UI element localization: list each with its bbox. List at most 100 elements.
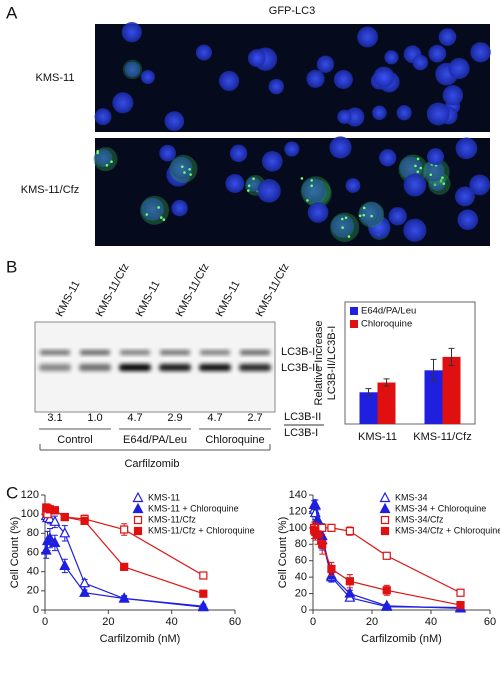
nucleus — [261, 150, 283, 172]
nucleus — [94, 149, 113, 168]
nucleus — [257, 179, 281, 203]
band — [160, 350, 190, 355]
ratio: 4.7 — [127, 412, 142, 424]
marker — [344, 587, 356, 598]
y-tick-label: 0 — [33, 604, 39, 616]
marker — [118, 592, 130, 603]
puncta — [160, 216, 163, 219]
puncta — [414, 164, 417, 168]
y-tick-label: 20 — [295, 587, 307, 599]
lane-label: KMS-11 — [214, 279, 243, 319]
y-tick-label: 40 — [27, 566, 39, 578]
puncta — [433, 183, 437, 186]
nucleus — [345, 178, 361, 193]
panel-label: A — [6, 3, 18, 22]
puncta — [344, 216, 348, 220]
nucleus — [94, 108, 112, 126]
band — [40, 350, 70, 355]
puncta — [247, 189, 250, 192]
band-label: LC3B-II — [281, 362, 318, 374]
legend-label: KMS-34 + Chloroquine — [395, 503, 486, 513]
marker — [327, 564, 336, 574]
legend-marker — [132, 491, 144, 503]
nucleus — [112, 92, 134, 114]
puncta — [157, 206, 160, 209]
nucleus — [457, 209, 479, 230]
nucleus — [396, 105, 412, 121]
marker — [312, 513, 324, 524]
x-tick-label: 0 — [310, 616, 316, 628]
x-tick-label: 60 — [229, 616, 241, 628]
image-title: GFP-LC3 — [269, 5, 315, 17]
legend-label: KMS-11/Cfz + Chloroquine — [148, 525, 255, 535]
band — [80, 350, 110, 355]
puncta — [188, 168, 191, 171]
band-label: LC3B-I — [281, 346, 315, 358]
band — [159, 364, 191, 371]
nucleus — [331, 214, 355, 238]
puncta — [110, 160, 113, 164]
lane-label: KMS-11/Cfz — [94, 262, 132, 319]
row-label: KMS-11 — [36, 72, 75, 84]
error-bar — [365, 388, 372, 397]
marker — [309, 498, 321, 509]
plot-frame — [344, 301, 476, 425]
legend-marker — [380, 526, 390, 536]
nucleus — [345, 107, 365, 127]
marker — [197, 600, 209, 612]
nucleus — [442, 85, 464, 106]
nucleus — [247, 49, 266, 67]
marker — [59, 527, 71, 538]
legend-marker — [379, 502, 391, 514]
y-tick-label: 80 — [295, 538, 307, 550]
marker — [327, 523, 336, 532]
nucleus — [448, 57, 470, 80]
nucleus — [329, 136, 352, 159]
band — [119, 364, 151, 371]
error-bar — [448, 347, 455, 366]
lane-label: KMS-11/Cfz — [174, 262, 212, 319]
y-tick-label: 100 — [289, 522, 307, 534]
nucleus — [218, 70, 240, 91]
marker — [79, 586, 91, 597]
panel-label: B — [6, 257, 17, 276]
puncta — [96, 149, 99, 153]
nucleus — [307, 202, 329, 223]
marker — [456, 600, 465, 610]
puncta — [347, 235, 351, 238]
puncta — [441, 176, 444, 179]
y-tick-label: 20 — [27, 585, 39, 597]
nucleus — [372, 105, 387, 121]
nucleus — [384, 50, 399, 65]
x-tick-label: KMS-11 — [358, 431, 397, 443]
x-tick-label: 40 — [425, 616, 437, 628]
marker — [49, 536, 61, 548]
nucleus — [229, 144, 248, 163]
lane-label: KMS-11 — [134, 279, 163, 319]
puncta — [180, 165, 184, 168]
x-tick-label: 40 — [166, 616, 178, 628]
puncta — [162, 218, 166, 222]
legend-marker — [380, 515, 390, 525]
puncta — [183, 171, 186, 174]
marker — [318, 540, 327, 549]
y-axis-label: Cell Count (%) — [277, 517, 289, 589]
puncta — [416, 157, 420, 161]
nucleus — [399, 156, 423, 180]
cytoplasm — [122, 59, 143, 80]
marker — [199, 589, 208, 598]
nucleus — [388, 207, 407, 226]
nucleus — [469, 174, 491, 196]
nucleus — [373, 66, 395, 88]
puncta — [145, 213, 149, 216]
group-label: Control — [57, 434, 92, 446]
bar — [442, 356, 461, 424]
legend-label: KMS-11 + Chloroquine — [148, 503, 239, 513]
nucleus — [225, 173, 245, 193]
marker — [50, 506, 59, 515]
nucleus — [159, 144, 176, 162]
band — [240, 350, 270, 355]
legend-swatch — [350, 307, 358, 315]
marker — [60, 512, 69, 522]
legend-marker — [133, 515, 143, 525]
